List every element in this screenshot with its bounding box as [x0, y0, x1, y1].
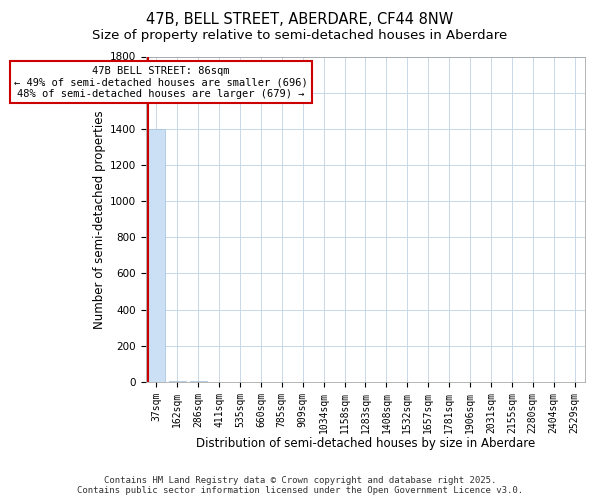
Bar: [148, 129, 165, 382]
Text: 47B BELL STREET: 86sqm
← 49% of semi-detached houses are smaller (696)
48% of se: 47B BELL STREET: 86sqm ← 49% of semi-det…: [14, 66, 308, 98]
Text: 47B, BELL STREET, ABERDARE, CF44 8NW: 47B, BELL STREET, ABERDARE, CF44 8NW: [146, 12, 454, 28]
Y-axis label: Number of semi-detached properties: Number of semi-detached properties: [93, 110, 106, 328]
Bar: [169, 380, 185, 382]
Text: Size of property relative to semi-detached houses in Aberdare: Size of property relative to semi-detach…: [92, 29, 508, 42]
Text: Contains HM Land Registry data © Crown copyright and database right 2025.
Contai: Contains HM Land Registry data © Crown c…: [77, 476, 523, 495]
X-axis label: Distribution of semi-detached houses by size in Aberdare: Distribution of semi-detached houses by …: [196, 437, 535, 450]
